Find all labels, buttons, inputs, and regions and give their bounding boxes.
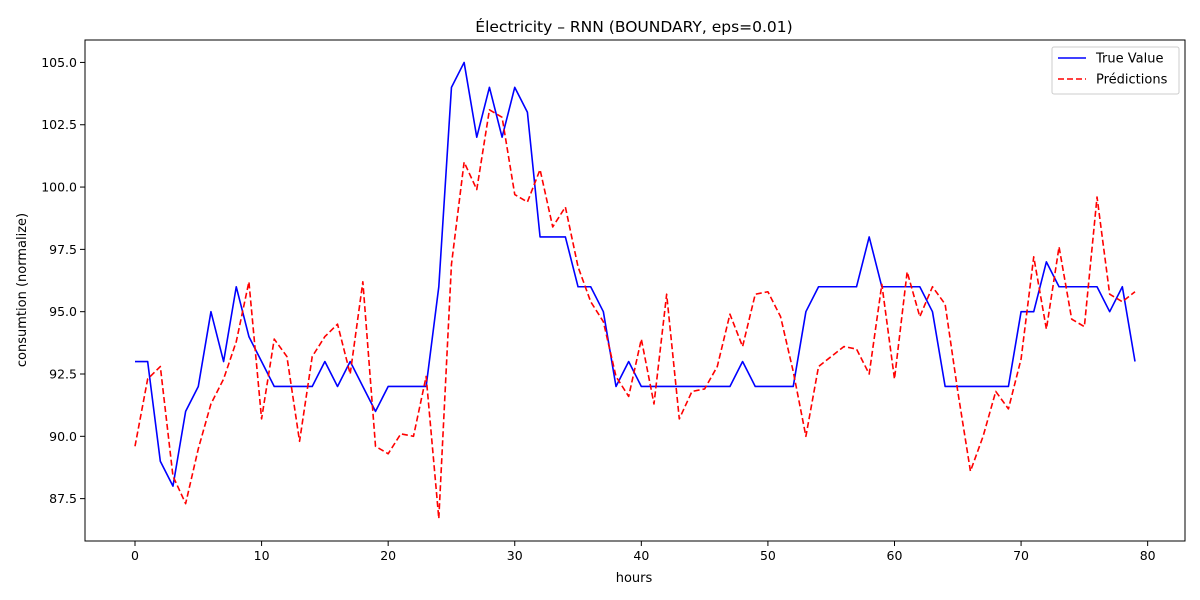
x-tick-label: 60	[887, 548, 903, 563]
y-tick-label: 92.5	[49, 367, 77, 382]
x-tick-label: 80	[1140, 548, 1156, 563]
y-tick-label: 87.5	[49, 491, 77, 506]
x-tick-label: 10	[254, 548, 270, 563]
y-tick-label: 90.0	[49, 429, 77, 444]
y-tick-label: 105.0	[41, 55, 77, 70]
x-tick-label: 50	[760, 548, 776, 563]
x-axis-label: hours	[616, 571, 653, 586]
y-tick-label: 102.5	[41, 117, 77, 132]
x-tick-label: 30	[507, 548, 523, 563]
y-axis: 87.5 90.0 92.5 95.0 97.5 100.0 102.5 105.0	[41, 55, 85, 506]
y-axis-label: consumtion (normalize)	[15, 213, 30, 367]
legend: True Value Prédictions	[1051, 46, 1180, 95]
x-tick-label: 40	[633, 548, 649, 563]
x-tick-label: 70	[1013, 548, 1029, 563]
y-tick-label: 100.0	[41, 180, 77, 195]
series-layer	[134, 61, 1136, 520]
y-tick-label: 97.5	[49, 242, 77, 257]
series-line-true-value	[135, 61, 1136, 487]
y-tick-label: 95.0	[49, 304, 77, 319]
x-axis: 0 10 20 30 40 50 60 70 80	[131, 541, 1156, 563]
chart-title: Électricity – RNN (BOUNDARY, eps=0.01)	[475, 17, 792, 36]
legend-label-true-value: True Value	[1095, 52, 1163, 67]
plot-area	[84, 39, 1186, 542]
x-tick-label: 0	[131, 548, 139, 563]
x-tick-label: 20	[380, 548, 396, 563]
axes-frame	[84, 39, 1186, 542]
legend-label-predictions: Prédictions	[1096, 73, 1168, 88]
series-line-predictions	[134, 108, 1136, 520]
